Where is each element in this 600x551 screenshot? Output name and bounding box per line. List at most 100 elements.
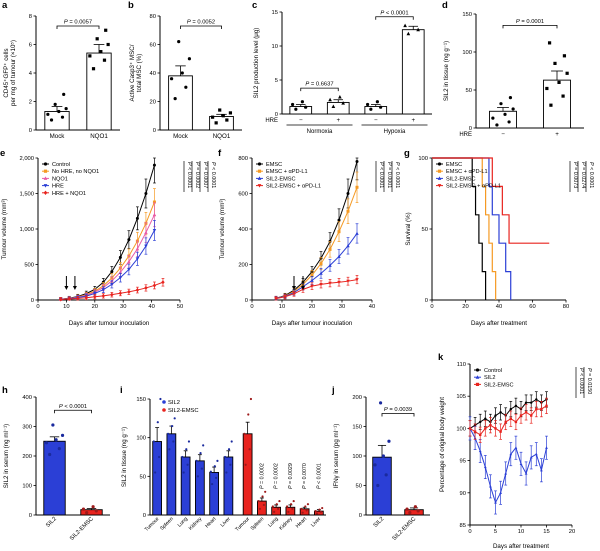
square-marker — [535, 407, 538, 411]
y-tick-label: 100 — [352, 454, 362, 460]
circle-marker — [118, 255, 122, 259]
tspan-shape: < 0.0001 — [210, 166, 216, 189]
p-value-label: P < 0.0001 — [394, 162, 400, 188]
g-shape: P = 0.0150 — [586, 368, 592, 394]
square-marker — [355, 185, 359, 189]
square-marker — [494, 427, 497, 430]
tspan-shape: = 0.0029 — [288, 463, 294, 485]
y-tick-label: 110 — [457, 362, 466, 368]
legend-emsc-pd-l1: EMSC + αPD-L1 — [266, 169, 308, 175]
triangle-down-marker — [437, 184, 442, 188]
series-sil2-emsc-pd-l1 — [275, 279, 358, 300]
panel-g: g 0 50 100 Survival (%) Days after treatment 0… — [404, 148, 598, 328]
tspan-shape: = 0.6637 — [309, 82, 333, 88]
circle-marker — [51, 423, 55, 427]
triangle-marker — [545, 446, 548, 449]
y-tick-label: 150 — [136, 397, 146, 403]
x-tick-label: 10 — [518, 529, 524, 535]
circle-marker — [94, 509, 98, 513]
x-tick-label: + — [555, 131, 559, 138]
p-value-label: P = 0.0274 — [580, 162, 586, 188]
circle-marker — [215, 476, 218, 479]
panel-e: e 0 500 1,000 1,500 2,000 Tumour volume (mm³) D… — [0, 148, 218, 328]
bar-spleen — [166, 433, 177, 516]
x-tick-label: 20 — [92, 304, 98, 310]
x-tick-label: Liver — [220, 516, 232, 528]
g-shape: P = 0.0073 — [572, 162, 578, 188]
series-sil2-emsc — [275, 233, 358, 299]
circle-marker — [271, 505, 274, 508]
x-tick-label: 40 — [496, 304, 502, 310]
y-tick-label: 15 — [272, 10, 278, 16]
triangle-down-marker — [292, 292, 296, 296]
g-shape: P < 0.0001 — [578, 368, 584, 394]
triangle-marker — [257, 176, 262, 180]
tspan-shape: P — [210, 162, 216, 166]
triangle-marker — [346, 243, 350, 248]
circle-marker — [186, 463, 189, 466]
y-axis-title: Active Casp3⁺ MSC/ — [129, 44, 136, 101]
x-tick-label: 0 — [430, 304, 433, 310]
tspan-shape: P — [386, 162, 392, 166]
y-tick-label: 20 — [150, 100, 156, 106]
circle-marker — [337, 218, 341, 222]
series-emsc-pd-l1 — [275, 187, 358, 299]
tspan-shape: = 0.0002 — [259, 463, 265, 485]
panel-j-chart: 0 50 100 150 200 IFNγ in serum (pg ml⁻¹) SIL2 S… — [333, 395, 430, 542]
circle-marker — [499, 411, 502, 414]
circle-marker — [53, 102, 57, 106]
diamond-marker — [58, 297, 63, 302]
y-axis-title: Tumour volume (mm³) — [219, 199, 226, 260]
tspan-shape: P — [572, 162, 578, 166]
y-axis-title: Tumour volume (mm³) — [1, 199, 8, 260]
legend-control: Control — [484, 368, 502, 374]
x-tick-label: NQO1 — [213, 133, 231, 140]
circle-marker — [314, 510, 317, 513]
p-value-label: P = 0.0039 — [384, 407, 412, 413]
circle-marker — [275, 503, 278, 506]
circle-marker — [507, 120, 511, 124]
tspan-shape: P — [578, 368, 584, 372]
tspan-shape: = 0.0274 — [580, 166, 586, 189]
circle-marker — [187, 440, 191, 443]
x-tick-label: 20 — [309, 304, 315, 310]
circle-marker — [321, 506, 324, 510]
square-marker — [437, 169, 442, 173]
square-marker — [218, 108, 222, 112]
tspan-shape: P — [302, 485, 308, 489]
circle-marker — [159, 397, 162, 401]
g-shape: Survival (%) — [405, 212, 412, 245]
g-shape: P < 0.0001 — [186, 162, 192, 188]
circle-marker — [503, 112, 507, 116]
circle-marker — [195, 459, 198, 462]
y-tick-label: 0 — [275, 112, 278, 118]
circle-marker — [162, 400, 166, 404]
triangle-marker — [416, 27, 420, 32]
panel-h-chart: 0 100 200 300 400 SIL2 in serum (ng ml⁻¹) SIL2… — [3, 395, 110, 542]
panel-d-chart: 0 50 100 150 SIL2 in tissue (ng g⁻¹) − + HRE P =… — [443, 12, 584, 138]
g-shape: SIL2 in serum (ng ml⁻¹) — [3, 424, 10, 488]
x-tick-label: NQO1 — [90, 133, 108, 140]
y-tick-label: 40 — [150, 71, 156, 77]
circle-marker — [355, 160, 359, 164]
triangle-marker — [494, 500, 497, 504]
circle-marker — [44, 441, 49, 445]
y-axis-title: SIL2 in tissue (ng g⁻¹) — [443, 41, 450, 101]
p-value-label: P < 0.0001 — [380, 10, 408, 16]
x-tick-label: 5 — [494, 529, 497, 535]
bar- — [289, 106, 313, 115]
panel-i: i 0 50 100 150 SIL2 in tissue (ng g⁻¹) Tumour S… — [120, 385, 332, 551]
circle-marker — [180, 71, 184, 75]
y-tick-label: 100 — [462, 50, 472, 56]
tspan-shape: = 0.0002 — [194, 166, 200, 189]
circle-marker — [535, 398, 538, 401]
circle-marker — [177, 40, 181, 44]
circle-marker — [277, 507, 280, 510]
x-tick-label: 40 — [369, 304, 375, 310]
p-value-bracket — [300, 87, 339, 92]
g-shape: IFNγ in serum (pg ml⁻¹) — [333, 424, 340, 489]
circle-marker — [46, 112, 50, 116]
g-shape: SIL2 in tissue (ng g⁻¹) — [443, 41, 450, 101]
p-value-label: P = 0.0029 — [288, 463, 294, 489]
